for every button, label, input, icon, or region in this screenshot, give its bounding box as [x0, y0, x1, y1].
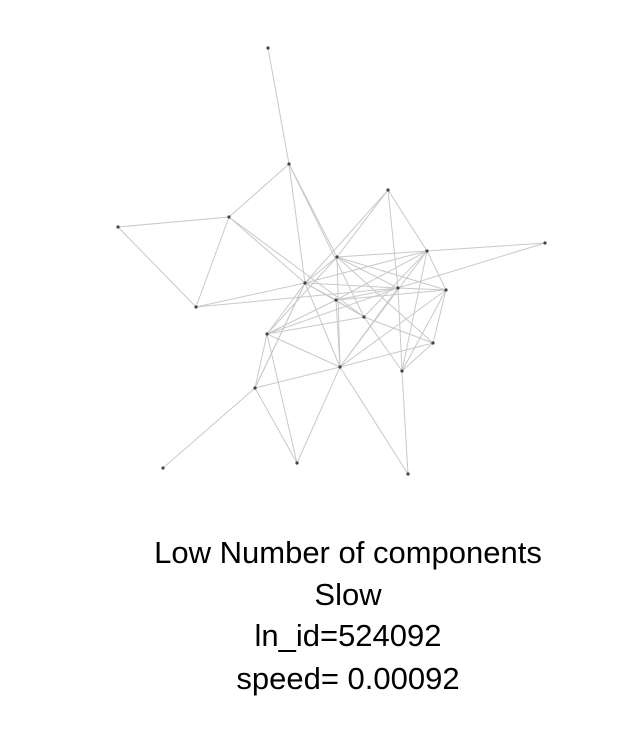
graph-edge	[304, 256, 338, 284]
graph-node	[362, 315, 366, 319]
graph-edge	[266, 256, 338, 335]
graph-node	[116, 225, 120, 229]
graph-edge	[401, 250, 428, 372]
graph-edge	[228, 216, 306, 284]
caption-title: Low Number of components	[154, 535, 542, 570]
caption-ln-id: ln_id=524092	[254, 618, 442, 653]
graph-edge	[254, 282, 306, 389]
graph-edge	[228, 163, 290, 218]
graph-edge	[336, 256, 434, 344]
graph-node	[386, 188, 390, 192]
graph-node	[431, 341, 435, 345]
graph-node	[334, 298, 338, 302]
caption-speed-class: Slow	[314, 577, 382, 612]
graph-edge	[266, 282, 306, 335]
graph-node	[194, 305, 198, 309]
graph-edge	[195, 216, 230, 308]
graph-edge	[266, 333, 298, 464]
graph-edge	[266, 299, 337, 335]
graph-edge	[363, 316, 403, 372]
graph-edge	[267, 47, 290, 165]
graph-edge	[339, 366, 409, 475]
graph-node	[338, 365, 342, 369]
graph-edge	[397, 287, 447, 291]
graph-node	[266, 46, 270, 50]
graph-edge	[304, 189, 389, 284]
graph-edge	[296, 366, 341, 464]
graph-edge	[335, 299, 365, 318]
graph-edge	[401, 370, 409, 475]
graph-edge	[195, 282, 306, 308]
graph-edge	[117, 216, 230, 228]
graph-edge	[339, 342, 434, 368]
graph-edge	[288, 163, 306, 284]
graph-edge	[266, 333, 341, 368]
graph-node	[425, 249, 429, 253]
graph-edge	[336, 256, 341, 368]
graph-edge	[397, 242, 546, 289]
graph-edge	[387, 189, 399, 289]
graph-edge	[336, 250, 428, 258]
graph-edge	[254, 387, 298, 464]
graph-edge	[335, 289, 447, 301]
graph-edge	[335, 287, 399, 301]
graph-edge	[339, 289, 447, 368]
graph-edge	[401, 342, 434, 372]
graph-edge	[336, 256, 447, 291]
graph-edge	[397, 287, 403, 372]
graph-node	[406, 472, 410, 476]
graph-node	[543, 241, 547, 245]
graph-edge	[228, 216, 365, 318]
graph-node	[444, 288, 448, 292]
graph-edge	[363, 316, 434, 344]
graph-node	[335, 255, 339, 259]
graph-node	[265, 332, 269, 336]
graph-node	[253, 386, 257, 390]
graph-edge	[335, 299, 341, 368]
graph-edge	[336, 256, 399, 289]
graph-edge	[339, 287, 399, 368]
graph-node	[303, 281, 307, 285]
graph-edge	[401, 289, 447, 372]
graph-edge	[254, 333, 268, 389]
graph-edge	[254, 366, 341, 389]
graph-edge	[426, 250, 447, 291]
graph-node	[287, 162, 291, 166]
graph-edge	[432, 289, 447, 344]
graph-node	[396, 286, 400, 290]
graph-edge	[304, 282, 341, 368]
graph-node	[295, 461, 299, 465]
graph-edge	[162, 387, 256, 469]
graph-edge	[195, 287, 399, 308]
graph-edge	[387, 189, 428, 252]
graph-edge	[266, 287, 399, 335]
graph-node	[161, 466, 165, 470]
graph-edge	[363, 250, 428, 318]
graph-edge	[335, 250, 428, 301]
graph-node	[400, 369, 404, 373]
graph-node	[227, 215, 231, 219]
graph-edge	[336, 189, 389, 258]
caption-speed-value: speed= 0.00092	[236, 661, 460, 696]
graph-edge	[266, 316, 365, 335]
graph-edge	[304, 250, 428, 284]
network-graph	[116, 46, 547, 476]
graph-edge	[304, 282, 399, 289]
graph-edge	[426, 242, 546, 252]
graph-edge	[117, 226, 197, 308]
